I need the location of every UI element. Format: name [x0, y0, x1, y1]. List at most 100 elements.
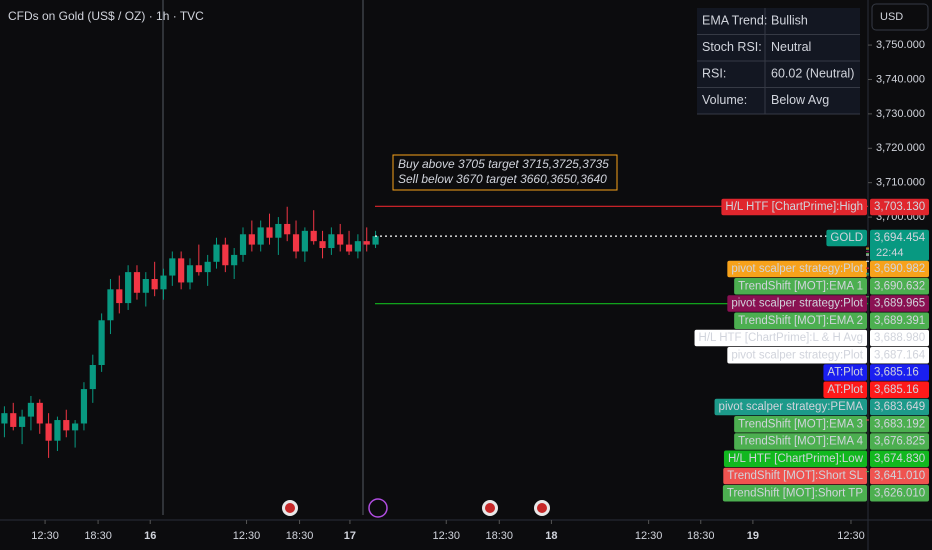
price-name-label: pivot scalper strategy:Plot: [731, 349, 863, 361]
price-name-box: [714, 398, 867, 416]
candle-body: [151, 279, 158, 290]
price-name-box: [727, 260, 867, 278]
price-name-label: TrendShift [MOT]:EMA 4: [738, 436, 863, 448]
price-name-label: TrendShift [MOT]:EMA 2: [738, 315, 863, 327]
candle-body: [266, 227, 273, 238]
price-value-box: [870, 229, 929, 261]
price-value-label: 3,685.16: [874, 384, 919, 396]
annotation-text: Buy above 3705 target 3715,3725,3735: [398, 157, 609, 171]
price-value-label: 3,687.164: [874, 349, 926, 361]
x-tick-label: 19: [747, 530, 759, 542]
candle-body: [292, 234, 300, 252]
table-label: RSI:: [702, 67, 726, 81]
candle-body: [337, 234, 344, 245]
candle-body: [116, 289, 123, 304]
candle-body: [1, 413, 8, 424]
price-value-box: [870, 416, 929, 433]
price-name-label: AT:Plot: [827, 367, 863, 379]
candle-body: [354, 241, 361, 252]
price-value-label: 3,703.130: [874, 201, 925, 213]
price-name-box: [727, 347, 867, 364]
price-name-label: TrendShift [MOT]:Short SL: [727, 470, 863, 482]
candle-body: [204, 261, 211, 273]
candle-body: [186, 265, 194, 283]
price-value-box: [870, 347, 929, 364]
x-tick-label: 12:30: [635, 530, 663, 542]
price-value-label: 3,676.825: [874, 436, 925, 448]
price-value-box: [870, 312, 929, 329]
candle-body: [178, 258, 185, 283]
price-name-label: TrendShift [MOT]:EMA 1: [738, 280, 863, 292]
candle-body: [231, 254, 238, 266]
currency-button[interactable]: [871, 3, 929, 31]
annotation-text: Sell below 3670 target 3660,3650,3640: [398, 172, 607, 186]
table-value: Neutral: [771, 40, 811, 54]
price-name-box: [734, 312, 867, 329]
candle-body: [284, 223, 291, 235]
candle-body: [275, 223, 282, 238]
candle-body: [319, 241, 326, 249]
x-tick-label: 16: [144, 530, 156, 542]
table-value: Bullish: [771, 14, 808, 28]
candle-body: [310, 230, 317, 242]
candle-body: [98, 320, 105, 366]
price-value-box: [870, 329, 929, 347]
y-tick-label: 3,710.000: [876, 177, 925, 189]
candle-body: [213, 244, 220, 262]
table-label: EMA Trend:: [702, 14, 767, 28]
x-tick-label: 12:30: [432, 530, 460, 542]
price-value-box: [870, 364, 929, 381]
candle-body: [80, 389, 88, 424]
price-name-label: TrendShift [MOT]:Short TP: [727, 487, 863, 499]
price-name-box: [734, 278, 867, 295]
price-value-box: [870, 485, 929, 502]
price-name-box: [721, 198, 867, 216]
candle-body: [248, 234, 255, 245]
x-tick-label: 18:30: [84, 530, 112, 542]
y-tick-label: 3,720.000: [876, 142, 925, 154]
price-value-label: 3,694.454: [874, 232, 926, 244]
x-tick-label: 18:30: [687, 530, 715, 542]
table-value: 60.02 (Neutral): [771, 67, 854, 81]
candle-body: [10, 413, 17, 427]
price-name-box: [722, 485, 867, 502]
price-value-label: 3,685.16: [874, 367, 919, 379]
x-tick-label: 18: [545, 530, 557, 542]
annotation-box: [392, 154, 618, 191]
price-value-label: 3,641.010: [874, 470, 925, 482]
x-tick-label: 12:30: [837, 530, 865, 542]
candle-body: [63, 420, 70, 431]
price-name-box: [823, 364, 867, 381]
price-name-label: AT:Plot: [827, 384, 863, 396]
candle-body: [372, 236, 379, 245]
y-tick-label: 3,730.000: [876, 108, 925, 120]
price-name-label: pivot scalper strategy:PEMA: [719, 401, 864, 413]
candle-body: [328, 234, 335, 249]
candle-body: [54, 420, 61, 441]
price-name-label: H/L HTF [ChartPrime]:Low: [728, 453, 864, 465]
price-value-label: 3,689.391: [874, 315, 925, 327]
x-tick-label: 17: [344, 530, 356, 542]
price-value-label: 3,690.982: [874, 263, 925, 275]
candle-body: [142, 279, 149, 293]
table-value: Below Avg: [771, 93, 829, 107]
candle-body: [160, 275, 167, 290]
candle-body: [169, 258, 176, 276]
price-name-box: [727, 295, 867, 312]
price-name-box: [694, 329, 867, 347]
x-tick-label: 12:30: [31, 530, 59, 542]
price-name-box: [823, 381, 867, 398]
candle-body: [89, 365, 96, 390]
y-tick-label: 3,750.000: [876, 39, 925, 51]
price-value-box: [870, 433, 929, 450]
candle-body: [45, 423, 52, 441]
candle-body: [345, 244, 353, 252]
price-value-box: [870, 398, 929, 416]
candle-body: [125, 272, 132, 304]
plot-area: [1, 205, 868, 458]
price-value-label: 3,688.980: [874, 332, 925, 344]
price-value-box: [870, 260, 929, 278]
currency-label[interactable]: USD: [880, 11, 903, 23]
candle-body: [72, 423, 79, 431]
